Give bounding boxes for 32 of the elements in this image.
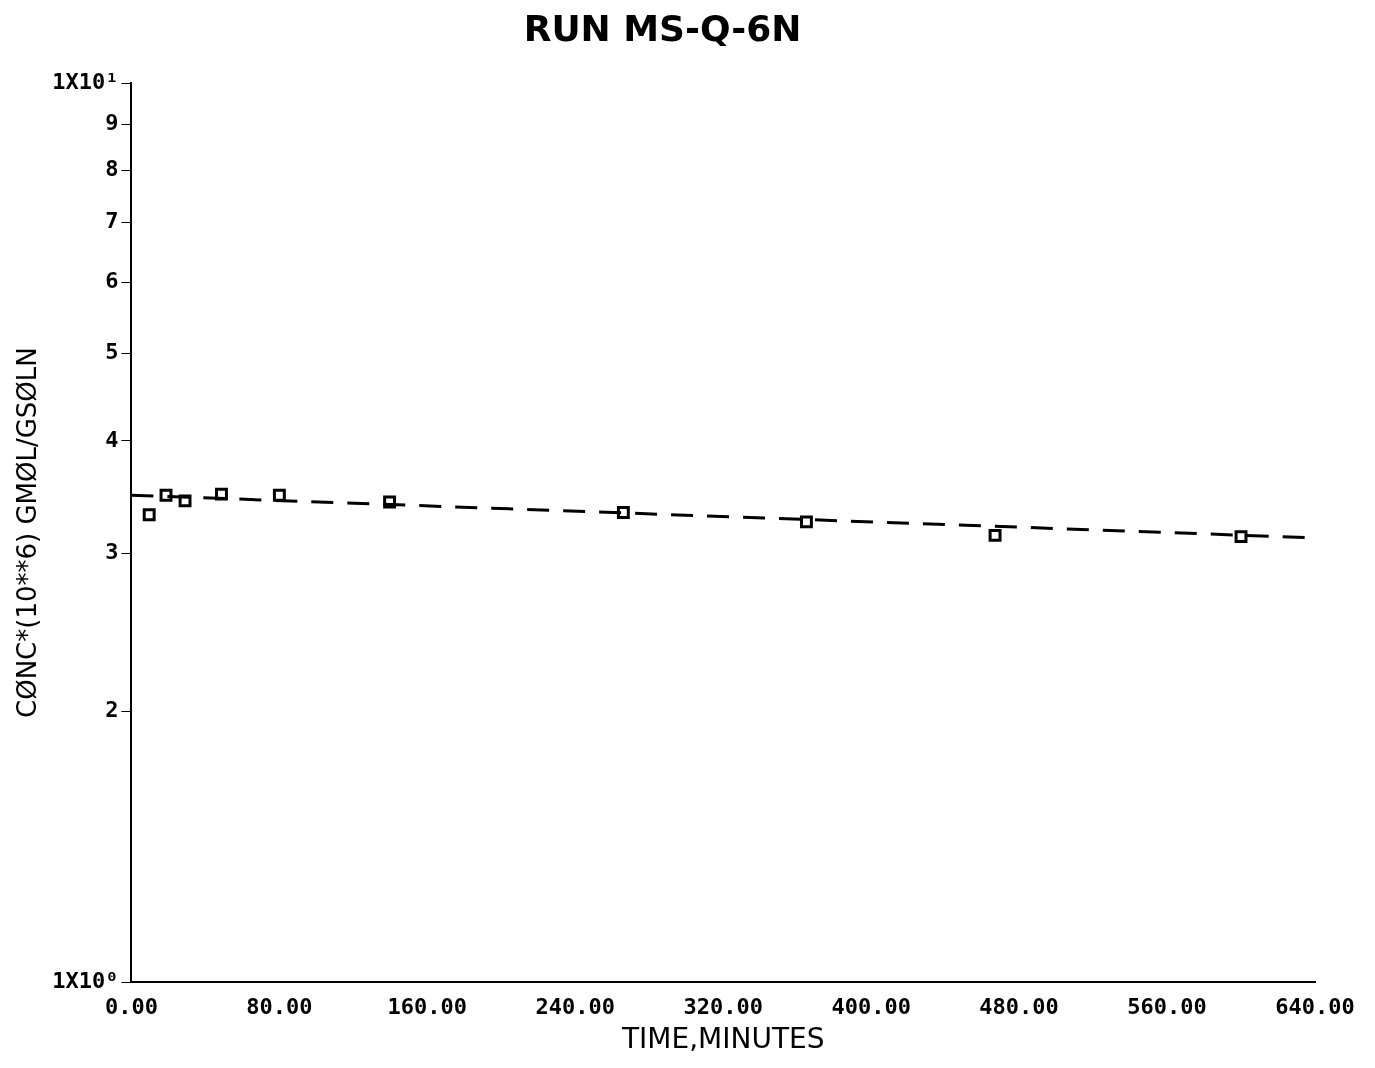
y-tick-label: 6 — [105, 268, 119, 294]
x-tick-label: 240.00 — [535, 993, 616, 1019]
y-tick-label: 3 — [105, 538, 119, 564]
point — [159, 488, 173, 502]
chart-title: RUN MS-Q-6N — [523, 7, 802, 49]
y-tick-label: 2 — [105, 697, 119, 723]
x-tick-label: 640.00 — [1275, 993, 1355, 1019]
x-tick-label: 320.00 — [683, 993, 763, 1019]
x-tick-label: 0.00 — [104, 993, 158, 1019]
x-tick-label: 560.00 — [1127, 993, 1207, 1019]
y-tick-label: 7 — [105, 208, 119, 234]
x-tick-label: 400.00 — [831, 993, 911, 1019]
point — [988, 528, 1002, 542]
point — [272, 488, 286, 502]
point — [1234, 530, 1248, 544]
point — [142, 508, 156, 522]
y-axis-title: CØNC*(10**6) GMØL/GSØLN — [12, 347, 43, 718]
x-tick-label: 480.00 — [979, 993, 1059, 1019]
y-tick-label: 4 — [105, 426, 119, 452]
x-tick-label: 160.00 — [387, 993, 468, 1019]
y-tick-label: 1X10¹ — [52, 68, 119, 94]
y-tick-label: 1X10⁰ — [52, 967, 119, 993]
x-axis-title: TIME,MINUTES — [620, 1022, 825, 1056]
point — [616, 505, 630, 519]
point — [799, 515, 813, 529]
point — [215, 487, 228, 501]
y-tick-label: 8 — [105, 156, 119, 182]
point — [383, 495, 397, 509]
x-tick-label: 80.00 — [246, 993, 313, 1019]
y-tick-label: 9 — [105, 110, 119, 136]
point — [178, 494, 192, 508]
y-tick-label: 5 — [105, 339, 119, 365]
